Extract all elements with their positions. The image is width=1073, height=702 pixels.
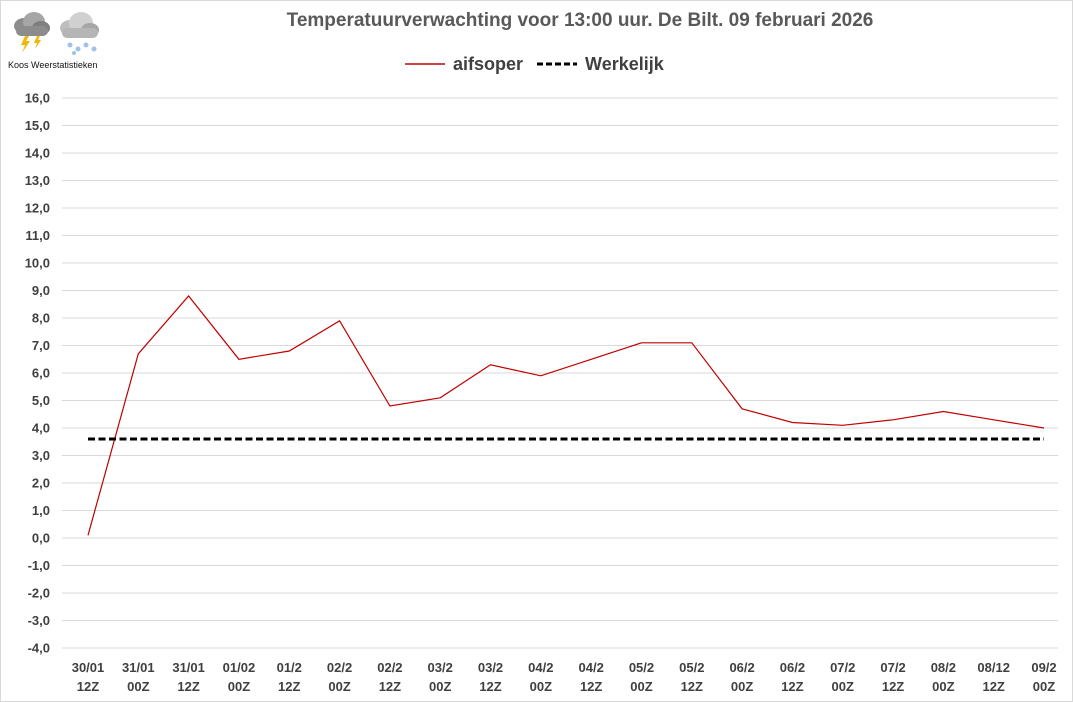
y-tick-label: 4,0: [32, 421, 50, 436]
x-tick-label-date: 03/2: [428, 660, 453, 675]
y-tick-label: 10,0: [25, 256, 50, 271]
x-tick-label-run: 00Z: [429, 679, 451, 694]
x-tick-label-date: 05/2: [629, 660, 654, 675]
x-tick-label-date: 02/2: [377, 660, 402, 675]
x-tick-label-run: 00Z: [932, 679, 954, 694]
y-tick-label: 16,0: [25, 91, 50, 106]
x-axis-tick-labels: 30/01 12Z 31/01 00Z 31/01 12Z 01/02 00Z 01/2 12Z 0…: [72, 660, 1057, 694]
x-tick-label-date: 08/12: [977, 660, 1010, 675]
y-axis-tick-labels: 16,0 15,0 14,0 13,0 12,0 11,0 10,0 9,0 8,0 7,0 6,0…: [25, 91, 50, 656]
y-tick-label: 14,0: [25, 146, 50, 161]
y-tick-label: 2,0: [32, 476, 50, 491]
y-tick-label: 3,0: [32, 448, 50, 463]
x-tick-label-run: 00Z: [127, 679, 149, 694]
x-tick-label-run: 12Z: [882, 679, 904, 694]
x-tick-label-date: 08/2: [931, 660, 956, 675]
x-tick-label-run: 00Z: [328, 679, 350, 694]
legend-label-aifsoper: aifsoper: [453, 53, 524, 74]
x-tick-label-date: 06/2: [780, 660, 805, 675]
legend-label-werkelijk: Werkelijk: [585, 53, 664, 74]
legend-item-aifsoper: aifsoper: [405, 54, 523, 75]
y-tick-label: 11,0: [25, 228, 50, 243]
x-tick-label-date: 03/2: [478, 660, 503, 675]
x-tick-label-date: 06/2: [729, 660, 754, 675]
x-tick-label-run: 00Z: [832, 679, 854, 694]
x-tick-label-run: 12Z: [982, 679, 1004, 694]
y-tick-label: -3,0: [28, 613, 50, 628]
snow-cloud-icon: [60, 12, 99, 55]
x-tick-label-date: 01/02: [223, 660, 256, 675]
y-tick-label: -1,0: [28, 558, 50, 573]
y-tick-label: 13,0: [25, 173, 50, 188]
x-tick-label-date: 31/01: [172, 660, 205, 675]
legend-swatch-aifsoper: [405, 63, 445, 65]
x-tick-label-run: 12Z: [379, 679, 401, 694]
x-tick-label-run: 12Z: [77, 679, 99, 694]
logo: Koos Weerstatistieken: [8, 8, 118, 74]
legend-swatch-werkelijk: [537, 62, 578, 66]
legend-item-werkelijk: Werkelijk: [537, 54, 664, 75]
y-tick-label: 8,0: [32, 311, 50, 326]
x-tick-label-date: 04/2: [579, 660, 604, 675]
x-tick-label-date: 04/2: [528, 660, 553, 675]
y-tick-label: 5,0: [32, 393, 50, 408]
x-tick-label-date: 01/2: [277, 660, 302, 675]
x-tick-label-run: 12Z: [580, 679, 602, 694]
series-lines: [87, 295, 1045, 536]
y-tick-label: -4,0: [28, 641, 50, 656]
x-tick-label-run: 00Z: [1033, 679, 1055, 694]
x-tick-label-date: 09/2: [1031, 660, 1056, 675]
y-tick-label: 6,0: [32, 366, 50, 381]
chart-title: Temperatuurverwachting voor 13:00 uur. D…: [286, 10, 874, 31]
x-tick-label-date: 05/2: [679, 660, 704, 675]
logo-text: Koos Weerstatistieken: [8, 60, 98, 70]
x-tick-label-run: 00Z: [530, 679, 552, 694]
x-tick-label-run: 12Z: [278, 679, 300, 694]
y-tick-label: 0,0: [32, 531, 50, 546]
x-tick-label-run: 12Z: [177, 679, 199, 694]
legend: aifsoper Werkelijk: [405, 52, 664, 76]
y-tick-label: 15,0: [25, 118, 50, 133]
y-tick-label: 9,0: [32, 283, 50, 298]
thunderstorm-cloud-icon: [14, 12, 99, 55]
series-line-aifsoper: [87, 295, 1045, 536]
x-tick-label-date: 02/2: [327, 660, 352, 675]
x-tick-label-run: 00Z: [731, 679, 753, 694]
x-tick-label-run: 00Z: [630, 679, 652, 694]
x-tick-label-run: 00Z: [228, 679, 250, 694]
y-tick-label: 7,0: [32, 338, 50, 353]
x-tick-label-run: 12Z: [479, 679, 501, 694]
x-tick-label-date: 30/01: [72, 660, 105, 675]
x-tick-label-date: 31/01: [122, 660, 155, 675]
y-tick-label: 1,0: [32, 503, 50, 518]
x-tick-label-run: 12Z: [681, 679, 703, 694]
gridlines: [62, 97, 1058, 649]
x-tick-label-run: 12Z: [781, 679, 803, 694]
y-tick-label: -2,0: [28, 586, 50, 601]
y-tick-label: 12,0: [25, 201, 50, 216]
x-tick-label-date: 07/2: [830, 660, 855, 675]
x-tick-label-date: 07/2: [880, 660, 905, 675]
